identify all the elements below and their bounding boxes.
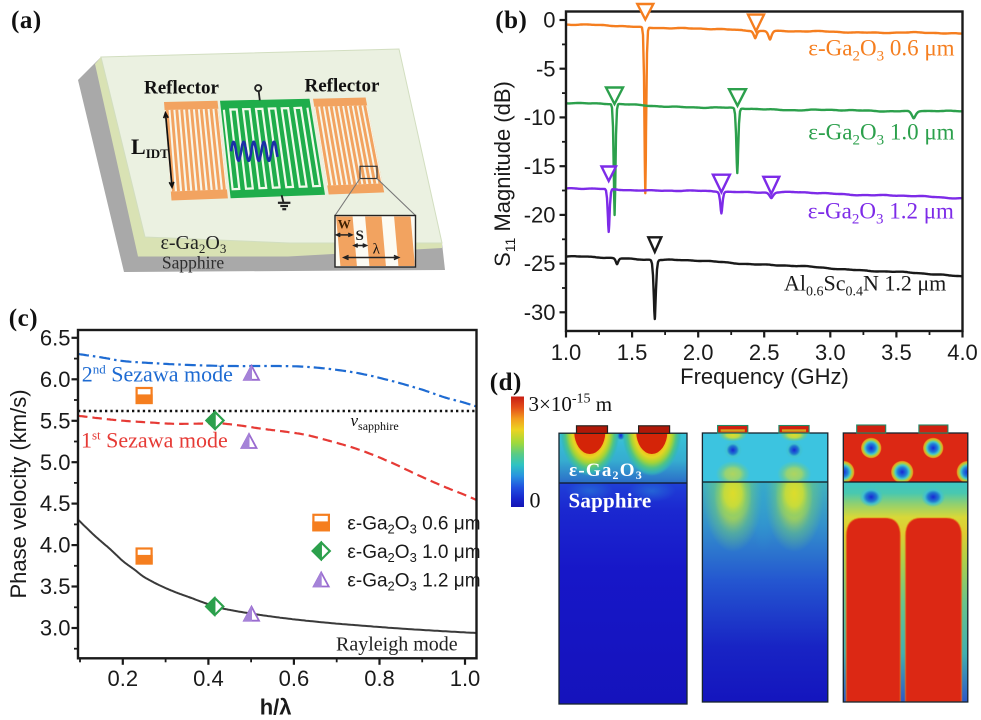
svg-text:1.5: 1.5: [617, 340, 648, 365]
svg-text:ε-Ga2O3: ε-Ga2O3: [569, 460, 643, 482]
svg-text:ε-Ga2O3 1.0 μm: ε-Ga2O3 1.0 μm: [808, 120, 954, 149]
svg-text:3.5: 3.5: [881, 340, 912, 365]
svg-text:S11 Magnitude (dB): S11 Magnitude (dB): [490, 81, 518, 267]
svg-text:0.4: 0.4: [193, 666, 224, 691]
svg-text:-15: -15: [524, 154, 556, 179]
svg-text:ε-Ga2O3 1.0 μm: ε-Ga2O3 1.0 μm: [347, 542, 480, 565]
svg-text:3.0: 3.0: [40, 616, 71, 641]
svg-text:0.8: 0.8: [364, 666, 395, 691]
svg-text:(a): (a): [11, 7, 42, 34]
svg-text:4.0: 4.0: [947, 340, 978, 365]
svg-text:(c): (c): [9, 305, 38, 332]
svg-text:4.0: 4.0: [40, 533, 71, 558]
svg-text:-20: -20: [524, 203, 556, 228]
svg-text:ε-Ga2O3 1.2 μm: ε-Ga2O3 1.2 μm: [347, 571, 480, 594]
svg-text:Reflector: Reflector: [144, 78, 219, 99]
svg-text:(b): (b): [495, 7, 527, 34]
svg-text:ε-Ga2O3 1.2 μm: ε-Ga2O3 1.2 μm: [808, 199, 954, 228]
svg-text:2.0: 2.0: [683, 340, 714, 365]
svg-text:h/λ: h/λ: [260, 695, 292, 720]
svg-text:Frequency (GHz): Frequency (GHz): [680, 364, 849, 389]
svg-text:Reflector: Reflector: [305, 76, 380, 97]
svg-text:0: 0: [543, 8, 555, 33]
svg-text:2nd Sezawa mode: 2nd Sezawa mode: [82, 362, 233, 387]
svg-text:1.0: 1.0: [450, 666, 481, 691]
svg-text:vsapphire: vsapphire: [351, 411, 399, 433]
svg-text:1st Sezawa mode: 1st Sezawa mode: [81, 428, 228, 453]
svg-text:1.0: 1.0: [551, 340, 582, 365]
svg-text:Phase velocity (km/s): Phase velocity (km/s): [6, 389, 31, 598]
svg-text:ε-Ga2O3: ε-Ga2O3: [161, 232, 227, 256]
svg-text:Sapphire: Sapphire: [162, 253, 224, 273]
svg-text:6.0: 6.0: [40, 367, 71, 392]
svg-text:3×10-15 m: 3×10-15 m: [529, 392, 613, 417]
svg-text:(d): (d): [490, 369, 522, 396]
svg-text:-10: -10: [524, 105, 556, 130]
svg-text:0.2: 0.2: [108, 666, 139, 691]
svg-text:6.5: 6.5: [40, 325, 71, 350]
svg-text:S: S: [356, 228, 364, 244]
svg-text:5.0: 5.0: [40, 450, 71, 475]
svg-text:5.5: 5.5: [40, 408, 71, 433]
svg-text:ε-Ga2O3 0.6 μm: ε-Ga2O3 0.6 μm: [347, 514, 480, 537]
svg-text:4.5: 4.5: [40, 491, 71, 516]
svg-text:Rayleigh mode: Rayleigh mode: [336, 634, 458, 656]
svg-text:W: W: [338, 217, 351, 232]
svg-text:0: 0: [530, 488, 541, 513]
svg-text:2.5: 2.5: [749, 340, 780, 365]
svg-text:λ: λ: [373, 242, 381, 258]
svg-text:3.0: 3.0: [815, 340, 846, 365]
svg-text:-30: -30: [524, 300, 556, 325]
svg-text:-5: -5: [536, 56, 556, 81]
svg-text:3.5: 3.5: [40, 574, 71, 599]
svg-text:0.6: 0.6: [279, 666, 310, 691]
svg-text:Sapphire: Sapphire: [569, 489, 652, 513]
svg-text:-25: -25: [524, 251, 556, 276]
